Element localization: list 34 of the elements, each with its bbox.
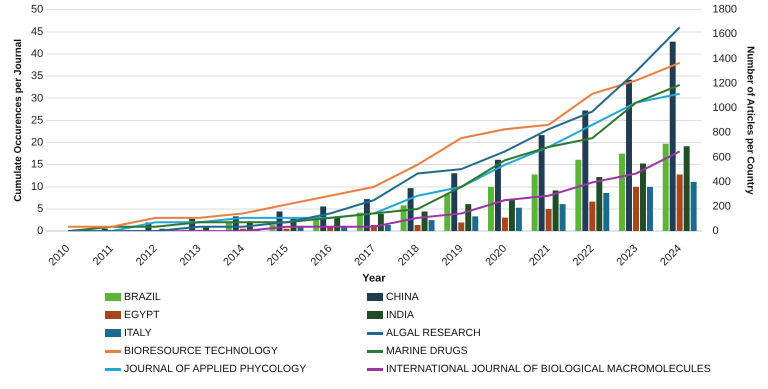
y2-axis-title: Number of Articles per Country [744, 46, 756, 196]
y-tick-label: 30 [30, 92, 44, 104]
y-tick-label: 40 [30, 48, 44, 60]
y2-tick-label: 1400 [712, 52, 738, 65]
y2-tick-label: 0 [712, 225, 719, 238]
legend-label: INTERNATIONAL JOURNAL OF BIOLOGICAL MACROMOLECULES [386, 363, 711, 375]
legend-label: BIORESOURCE TECHNOLOGY [124, 345, 278, 357]
legend-label: JOURNAL OF APPLIED PHYCOLOGY [124, 363, 306, 375]
y2-tick-label: 1200 [712, 77, 738, 90]
y2-tick-label: 400 [712, 176, 731, 188]
y2-tick-label: 1800 [712, 4, 738, 16]
y-tick-label: 0 [37, 225, 44, 238]
y2-tick-label: 200 [712, 200, 731, 213]
legend-label: BRAZIL [124, 291, 161, 303]
y-tick-label: 15 [30, 158, 44, 171]
y-tick-label: 35 [30, 70, 44, 82]
y2-tick-label: 800 [712, 126, 731, 139]
y2-tick-label: 1000 [712, 102, 738, 114]
x-axis-title: Year [362, 272, 386, 284]
legend-label: INDIA [386, 309, 414, 321]
legend-label: CHINA [386, 291, 419, 303]
y-tick-label: 25 [30, 114, 44, 126]
y-tick-label: 50 [30, 4, 44, 16]
y-tick-label: 5 [37, 203, 44, 216]
y2-tick-label: 600 [712, 151, 731, 164]
y-tick-label: 20 [30, 136, 44, 149]
y-axis-title: Cumulate Occurences per Journal [12, 38, 24, 202]
legend-label: EGYPT [124, 309, 160, 321]
legend-label: MARINE DRUGS [386, 345, 468, 357]
y-tick-label: 10 [30, 180, 44, 193]
y-tick-label: 45 [30, 26, 44, 38]
legend-label: ITALY [124, 327, 152, 339]
legend-label: ALGAL RESEARCH [386, 327, 481, 339]
y2-tick-label: 1600 [712, 28, 738, 40]
